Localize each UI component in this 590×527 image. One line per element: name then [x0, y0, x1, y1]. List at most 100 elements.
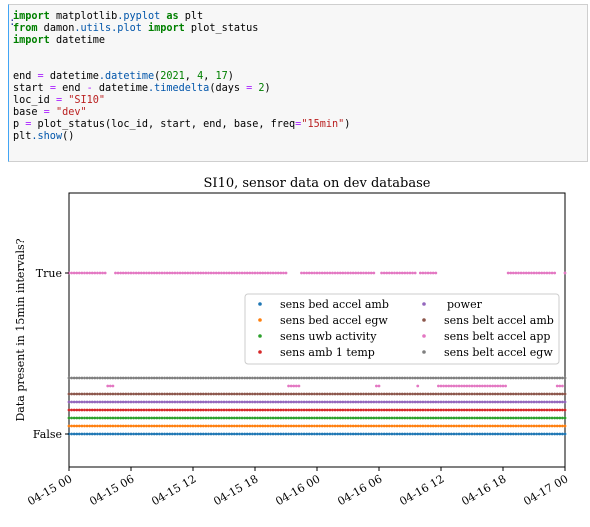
data-point	[540, 408, 544, 412]
data-point	[282, 392, 285, 396]
data-point	[289, 376, 293, 380]
code-token: =	[55, 95, 63, 106]
data-point	[150, 408, 154, 412]
data-point	[85, 432, 89, 436]
code-editor[interactable]: import matplotlib.pyplot as plt from dam…	[13, 11, 350, 143]
data-point	[462, 416, 466, 420]
data-point	[499, 400, 502, 404]
data-point	[178, 416, 182, 420]
data-point	[287, 424, 290, 428]
data-point	[310, 432, 314, 436]
data-point	[385, 392, 389, 396]
data-point	[256, 400, 259, 404]
data-point	[375, 416, 378, 420]
data-point	[542, 432, 546, 436]
data-point	[232, 400, 236, 404]
data-point	[488, 392, 492, 396]
data-point	[460, 416, 464, 420]
data-point	[449, 392, 453, 396]
data-point	[93, 432, 97, 436]
data-point	[535, 408, 538, 412]
data-point	[152, 271, 156, 275]
data-point	[532, 416, 536, 420]
data-point	[336, 376, 340, 380]
data-point	[336, 392, 340, 396]
data-point	[310, 400, 314, 404]
data-point	[318, 416, 321, 420]
data-point	[328, 408, 332, 412]
data-point	[493, 400, 497, 404]
data-point	[553, 432, 557, 436]
data-point	[163, 408, 166, 412]
data-point	[331, 376, 334, 380]
data-point	[527, 271, 531, 275]
x-tick-label: 04-15 06	[87, 472, 136, 508]
data-point	[214, 400, 218, 404]
data-point	[346, 392, 350, 396]
code-cell[interactable]: : import matplotlib.pyplot as plt from d…	[8, 4, 588, 162]
data-point	[496, 408, 500, 412]
data-point	[217, 376, 221, 380]
data-point	[369, 271, 373, 275]
data-point	[155, 408, 159, 412]
data-point	[108, 384, 112, 388]
data-point	[258, 424, 262, 428]
data-point	[176, 400, 179, 404]
data-point	[460, 408, 464, 412]
data-point	[400, 424, 404, 428]
data-point	[393, 424, 396, 428]
data-point	[189, 376, 192, 380]
data-point	[83, 376, 86, 380]
data-point	[553, 400, 557, 404]
data-point	[328, 392, 332, 396]
data-point	[530, 376, 533, 380]
data-point	[196, 400, 200, 404]
data-point	[465, 432, 469, 436]
data-point	[460, 392, 464, 396]
data-point	[496, 416, 500, 420]
data-point	[214, 392, 218, 396]
data-point	[209, 408, 213, 412]
data-point	[173, 271, 177, 275]
data-point	[230, 392, 234, 396]
data-point	[320, 400, 324, 404]
data-point	[398, 400, 402, 404]
data-point	[452, 384, 456, 388]
data-point	[158, 432, 161, 436]
data-point	[517, 376, 520, 380]
data-point	[235, 432, 239, 436]
data-point	[176, 432, 179, 436]
data-point	[470, 424, 474, 428]
data-point	[491, 432, 495, 436]
data-point	[134, 392, 138, 396]
data-point	[364, 271, 368, 275]
data-point	[245, 408, 249, 412]
data-point	[305, 400, 309, 404]
data-point	[488, 400, 492, 404]
data-point	[220, 376, 223, 380]
data-point	[310, 408, 314, 412]
data-point	[238, 424, 241, 428]
data-point	[315, 392, 319, 396]
data-point	[478, 408, 482, 412]
data-point	[506, 400, 510, 404]
data-point	[483, 400, 487, 404]
data-point	[170, 400, 174, 404]
data-point	[240, 416, 244, 420]
data-point	[80, 416, 84, 420]
data-point	[336, 416, 340, 420]
data-point	[442, 432, 445, 436]
data-point	[542, 408, 546, 412]
data-point	[424, 271, 427, 275]
data-point	[372, 432, 376, 436]
data-point	[509, 416, 513, 420]
data-point	[542, 400, 546, 404]
data-point	[351, 376, 355, 380]
data-point	[349, 416, 352, 420]
data-point	[553, 376, 557, 380]
data-point	[413, 408, 417, 412]
data-point	[444, 376, 448, 380]
data-point	[106, 400, 110, 404]
data-point	[119, 376, 123, 380]
data-point	[150, 400, 154, 404]
